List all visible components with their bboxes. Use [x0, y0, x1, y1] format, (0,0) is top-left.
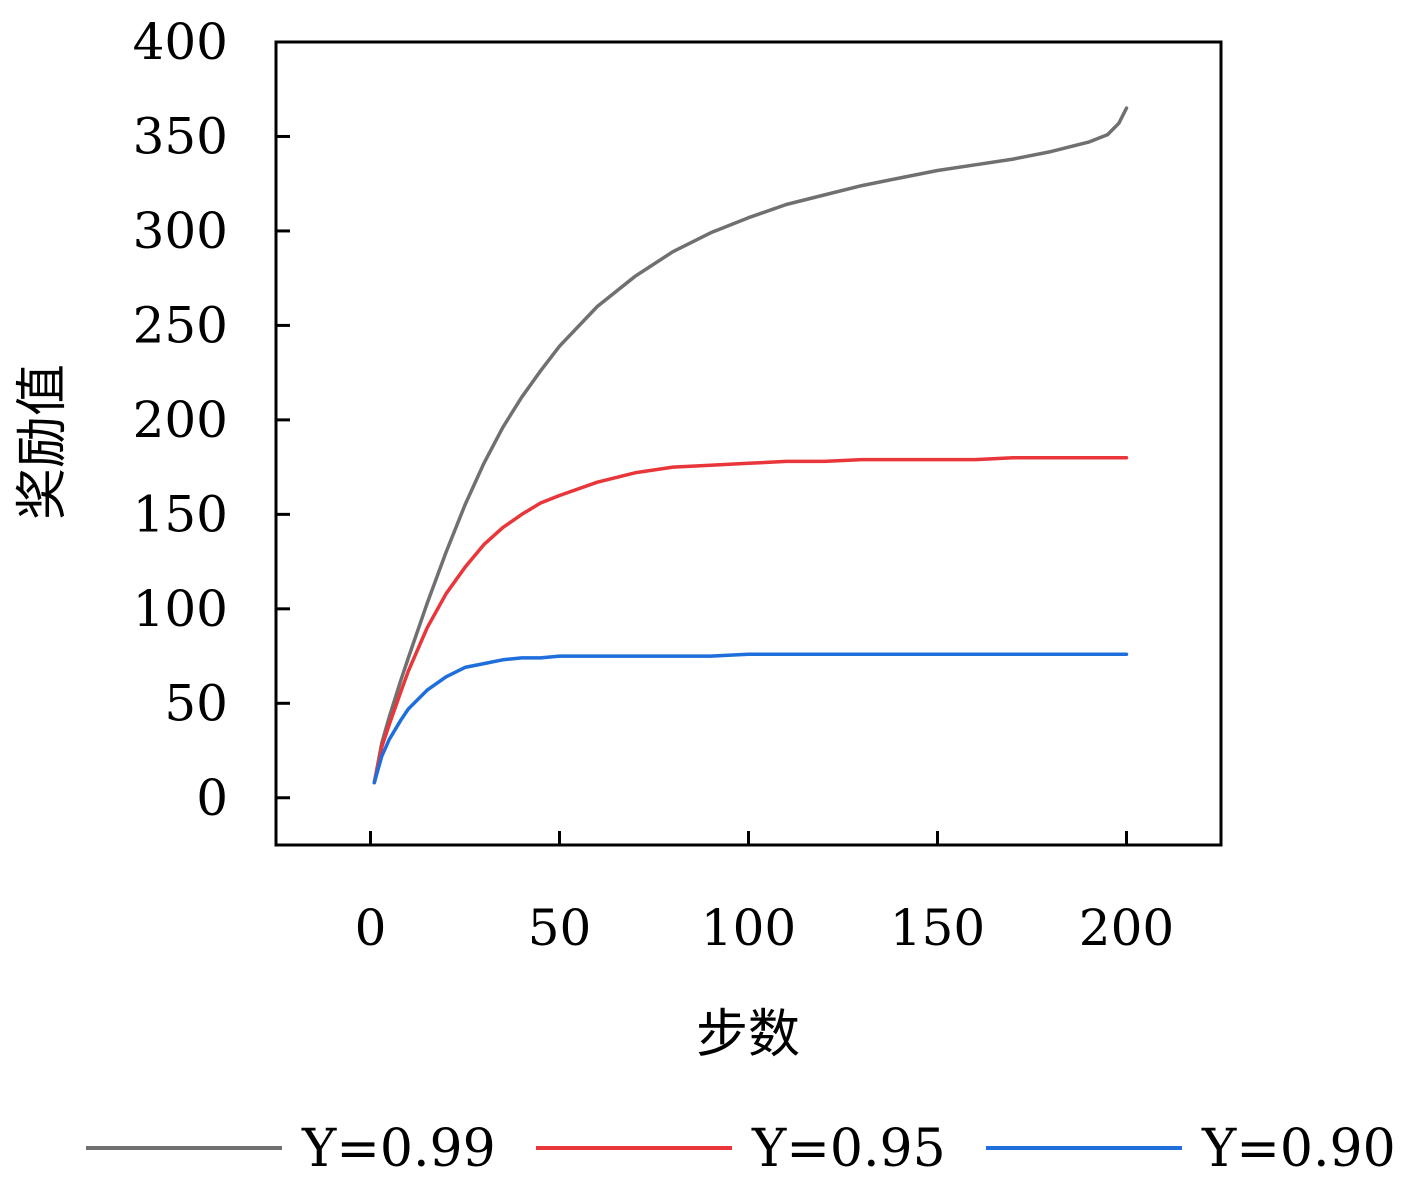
- y-tick-label: 400: [133, 13, 228, 71]
- series-line: [372, 455, 1129, 785]
- x-axis-title: 步数: [696, 1005, 800, 1065]
- y-tick-label: 300: [133, 202, 228, 260]
- x-tick-label: 200: [1079, 899, 1174, 957]
- x-tick-label: 0: [355, 899, 387, 957]
- y-tick-label: 0: [196, 769, 228, 827]
- plot-frame: [274, 40, 1223, 847]
- series-line: [372, 652, 1129, 785]
- y-tick-label: 100: [133, 580, 228, 638]
- y-tick-label: 50: [164, 674, 228, 732]
- legend-label: Υ=0.95: [751, 1119, 946, 1179]
- y-tick-label: 150: [133, 485, 228, 543]
- y-axis-title: 奖励值: [13, 364, 73, 520]
- legend: Υ=0.99 Υ=0.95 Υ=0.90: [86, 1119, 1396, 1179]
- y-tick-label: 200: [133, 391, 228, 449]
- x-tick-label: 50: [528, 899, 592, 957]
- series-layer: [372, 106, 1129, 785]
- y-tick-label: 350: [133, 107, 228, 165]
- y-tick-label: 250: [133, 296, 228, 354]
- axes-layer: 0 50 100 150 200 250 300 350 400 0 50 100 150 200: [133, 13, 1175, 957]
- x-tick-label: 100: [701, 899, 796, 957]
- legend-label: Υ=0.90: [1201, 1119, 1396, 1179]
- legend-label: Υ=0.99: [301, 1119, 496, 1179]
- x-tick-label: 150: [890, 899, 985, 957]
- series-line: [372, 106, 1129, 785]
